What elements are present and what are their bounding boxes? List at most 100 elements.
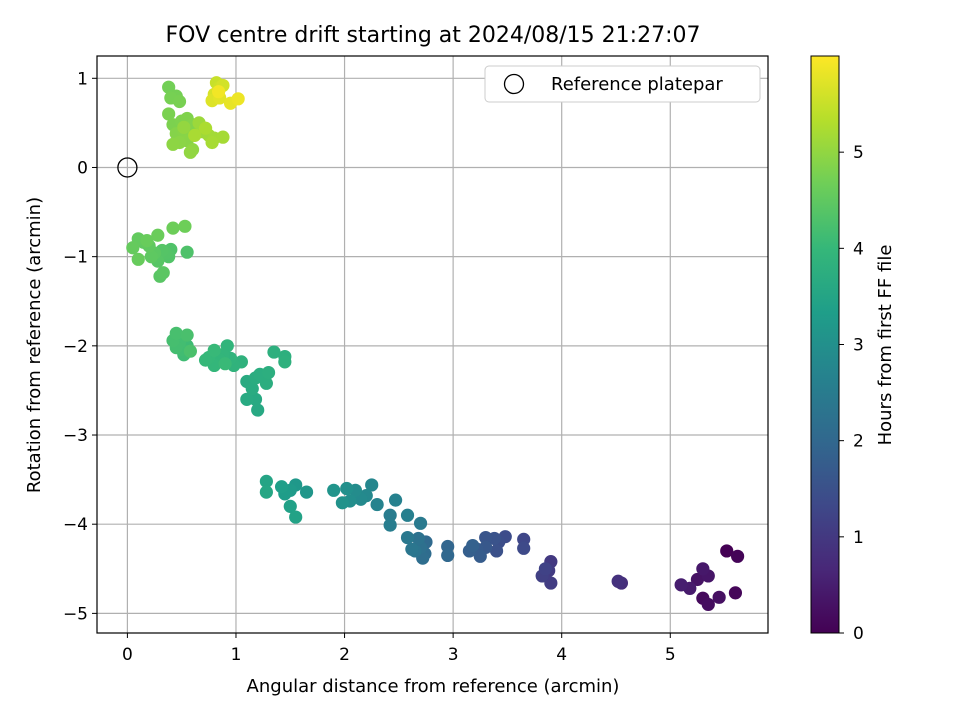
data-point: [674, 578, 688, 592]
data-point: [259, 376, 273, 390]
data-point: [212, 85, 226, 99]
data-point: [383, 518, 397, 532]
data-point: [162, 80, 176, 94]
data-point: [720, 544, 734, 558]
data-point: [251, 403, 265, 417]
data-point: [177, 120, 191, 134]
grid: [97, 56, 768, 633]
data-point: [413, 516, 428, 530]
data-point: [166, 221, 180, 235]
data-point: [144, 250, 158, 264]
x-tick-label: 0: [122, 645, 133, 665]
data-point: [188, 128, 202, 142]
data-point: [178, 219, 192, 233]
y-tick-label: −4: [63, 515, 88, 535]
data-point: [538, 562, 553, 576]
y-tick-label: −1: [63, 248, 88, 268]
data-point: [340, 481, 354, 496]
data-point: [267, 345, 281, 359]
colorbar-label: Hours from first FF file: [875, 245, 896, 446]
data-point: [162, 107, 176, 121]
data-point: [701, 597, 715, 612]
data-point: [240, 392, 254, 406]
data-point: [365, 478, 379, 492]
y-axis-label: Rotation from reference (arcmin): [24, 197, 45, 493]
data-point: [466, 539, 480, 553]
data-point: [728, 586, 743, 600]
data-point: [166, 137, 180, 151]
data-point: [517, 541, 531, 555]
colorbar-ticks: 0 1 2 3 4 5: [839, 143, 864, 644]
data-point: [544, 576, 558, 590]
data-point: [712, 590, 726, 604]
data-point: [180, 245, 194, 259]
data-point: [283, 499, 297, 513]
legend: Reference platepar: [484, 65, 761, 103]
data-point: [140, 234, 154, 248]
data-point: [156, 266, 170, 280]
data-point: [180, 328, 194, 342]
data-point: [126, 241, 140, 255]
colorbar-tick-label: 1: [853, 528, 864, 548]
chart-title: FOV centre drift starting at 2024/08/15 …: [166, 23, 701, 48]
data-point: [172, 94, 187, 109]
data-point: [611, 574, 625, 588]
data-point: [473, 549, 487, 563]
data-point: [479, 530, 493, 545]
data-point: [441, 548, 455, 563]
data-point: [335, 496, 349, 510]
legend-box: [484, 65, 761, 103]
colorbar-gradient: [810, 55, 840, 634]
data-point: [411, 531, 425, 546]
x-tick-label: 4: [556, 645, 567, 665]
data-point: [245, 382, 259, 396]
data-point: [205, 135, 219, 150]
plot-frame: [96, 55, 769, 634]
data-point: [169, 326, 183, 340]
reference-point: [117, 157, 138, 178]
data-point: [151, 228, 165, 242]
data-point: [370, 497, 384, 512]
data-point: [405, 542, 419, 556]
axis-ticks: 0 1 2 3 4 5 −5 −4 −3 −2 −1 0 1: [63, 69, 676, 665]
data-point: [183, 145, 197, 159]
colorbar-tick-label: 5: [853, 143, 864, 163]
y-tick-label: 0: [77, 158, 88, 178]
data-point: [690, 572, 705, 587]
colorbar-tick-label: 2: [853, 432, 864, 452]
y-tick-label: 1: [77, 69, 88, 89]
colorbar-tick-label: 0: [853, 624, 864, 644]
data-point: [400, 508, 415, 522]
x-axis-label: Angular distance from reference (arcmin): [247, 676, 620, 697]
legend-label: Reference platepar: [551, 74, 723, 95]
data-point: [216, 130, 230, 144]
data-point: [696, 562, 710, 576]
x-tick-label: 3: [448, 645, 459, 665]
data-point: [274, 480, 289, 494]
data-point: [388, 493, 403, 507]
y-tick-label: −5: [63, 604, 88, 624]
data-point: [198, 353, 213, 367]
reference-marker: [117, 157, 138, 178]
data-point: [207, 343, 221, 357]
data-points: [126, 76, 745, 612]
legend-marker-open-circle: [503, 73, 525, 95]
data-point: [261, 365, 276, 380]
x-tick-label: 1: [231, 645, 242, 665]
data-point: [299, 485, 314, 499]
data-point: [383, 508, 397, 522]
data-point: [327, 483, 341, 497]
colorbar: 0 1 2 3 4 5 Hours from first FF file: [810, 55, 896, 644]
data-point: [259, 474, 273, 488]
data-point: [231, 92, 245, 106]
data-point: [131, 252, 145, 266]
data-point: [730, 549, 745, 563]
data-point: [259, 485, 273, 499]
y-tick-label: −2: [63, 337, 88, 357]
data-point: [198, 121, 213, 135]
colorbar-tick-label: 4: [853, 239, 864, 259]
colorbar-tick-label: 3: [853, 336, 864, 356]
data-point: [489, 544, 504, 558]
data-point: [400, 530, 415, 545]
